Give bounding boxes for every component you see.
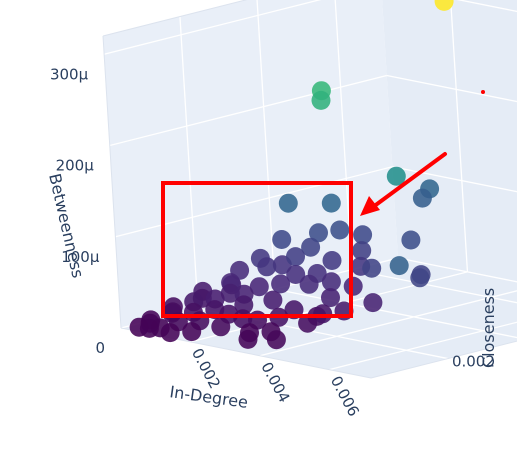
data-point	[160, 323, 180, 343]
data-point	[299, 274, 319, 294]
data-point	[182, 322, 202, 342]
axis-edge	[102, 35, 122, 329]
data-point	[139, 318, 159, 338]
highlight-box	[161, 181, 353, 318]
gridline-z-back	[456, 0, 517, 13]
data-point	[257, 257, 277, 277]
gridline-z-back	[397, 257, 517, 283]
data-point	[321, 288, 340, 308]
data-point	[211, 317, 231, 337]
data-point	[271, 274, 291, 294]
axis-edge	[370, 340, 517, 379]
data-point	[353, 225, 373, 245]
red-dot-marker	[481, 90, 485, 94]
z-tick-label: 300μ	[50, 65, 89, 83]
gridline-y-floor	[351, 269, 517, 304]
data-point	[321, 272, 341, 292]
data-point	[263, 290, 283, 310]
data-point	[272, 230, 292, 249]
axis-edge	[102, 0, 248, 37]
z-tick-label: 100μ	[61, 248, 100, 266]
data-point	[249, 277, 269, 297]
data-point	[321, 193, 341, 213]
gridline-z-side	[103, 0, 322, 55]
y-tick-label: 0.002	[452, 353, 495, 371]
x-tick-label: 0.004	[257, 359, 293, 405]
x-tick-label: 0.006	[327, 373, 363, 419]
data-point	[401, 230, 421, 250]
data-point	[352, 241, 372, 261]
data-point	[238, 329, 258, 349]
data-point	[410, 268, 430, 288]
data-point	[363, 293, 383, 313]
gridline-y-floor	[274, 288, 517, 339]
gridline-y-wall	[256, 0, 276, 290]
data-point	[322, 251, 342, 270]
gridline-x-floor	[329, 321, 517, 371]
data-point	[389, 256, 409, 276]
data-point	[286, 265, 306, 284]
z-tick-label: 200μ	[56, 157, 95, 175]
data-point	[412, 188, 432, 208]
data-point	[266, 330, 286, 350]
annotations	[161, 90, 485, 318]
data-point	[362, 258, 382, 278]
gridline-z-side	[109, 74, 387, 147]
gridline-z-back	[386, 74, 517, 103]
data-point	[234, 295, 254, 315]
data-point	[301, 237, 321, 257]
z-axis-title: Betweenness	[45, 172, 88, 280]
gridline-y-wall	[334, 0, 353, 270]
data-point	[298, 313, 318, 333]
data-point	[278, 193, 298, 213]
x-axis-title: In-Degree	[168, 382, 249, 412]
data-point	[330, 220, 350, 240]
data-point	[343, 276, 363, 296]
data-point	[313, 304, 333, 324]
y-axis-title: Closeness	[479, 288, 498, 368]
data-point	[309, 223, 328, 243]
arrow-shaft	[371, 152, 447, 209]
z-tick-label: 0	[95, 339, 105, 357]
gridline-x-wall	[450, 0, 469, 272]
gridline-z-back	[392, 166, 517, 193]
data-point	[220, 283, 240, 303]
data-point	[286, 247, 305, 267]
back-wall-pane	[382, 0, 517, 282]
data-point	[434, 0, 454, 11]
arrow-head	[360, 196, 380, 216]
data-point	[311, 90, 331, 110]
data-point	[386, 166, 406, 186]
gridline-y-wall	[179, 16, 199, 309]
